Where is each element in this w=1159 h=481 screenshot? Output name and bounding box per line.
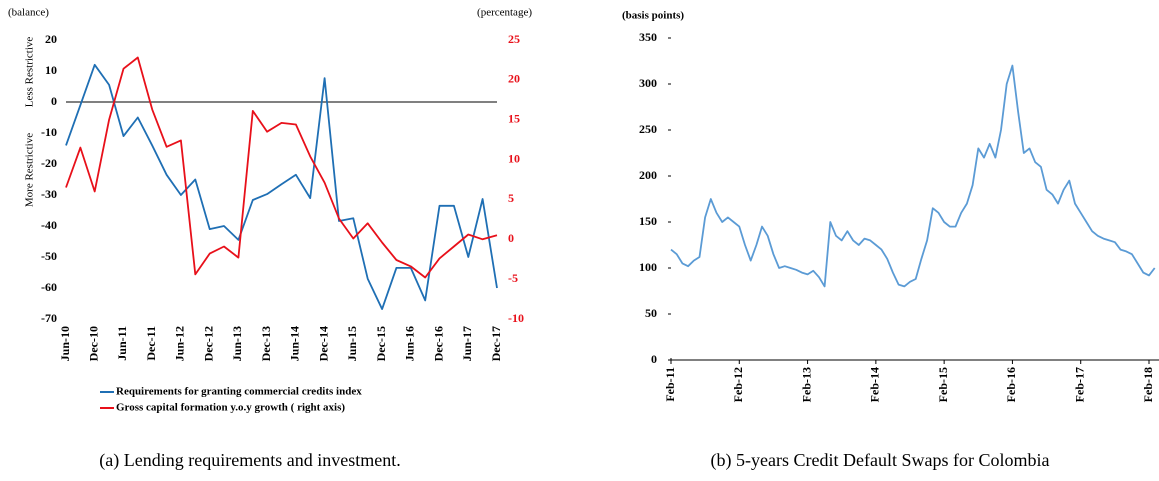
y-tick-label: 100 <box>639 260 657 274</box>
y2-tick-label: 10 <box>508 151 520 165</box>
y2-tick-label: -10 <box>508 311 524 325</box>
y2-tick-label: 0 <box>508 231 514 245</box>
y-tick-label: 0 <box>651 352 657 366</box>
x-tick-label: Dec-10 <box>86 326 100 361</box>
x-tick-label: Dec-16 <box>431 326 445 361</box>
series-line <box>65 56 498 279</box>
y-tick-label: 10 <box>45 63 57 77</box>
y2-axis-label: (percentage) <box>477 7 532 19</box>
y-tick-label: 300 <box>639 76 657 90</box>
x-tick-label: Dec-12 <box>201 326 215 361</box>
x-tick-label: Feb-12 <box>731 367 745 402</box>
y2-tick-label: 25 <box>508 32 520 46</box>
x-tick-label: Dec-15 <box>374 326 388 361</box>
x-tick-label: Jun-16 <box>403 326 417 361</box>
x-tick-label: Feb-18 <box>1141 367 1155 402</box>
y-tick-label: 50 <box>645 306 657 320</box>
x-tick-label: Feb-11 <box>663 367 677 402</box>
y-tick-label: -30 <box>41 187 57 201</box>
y2-tick-label: 5 <box>508 191 514 205</box>
y-tick-label: 350 <box>639 30 657 44</box>
x-tick-label: Jun-14 <box>288 326 302 361</box>
x-tick-label: Jun-11 <box>115 326 129 361</box>
x-tick-label: Feb-13 <box>799 367 813 402</box>
caption: (a) Lending requirements and investment. <box>99 450 400 471</box>
x-tick-label: Jun-12 <box>173 326 187 361</box>
y-axis-label: (basis points) <box>622 10 684 22</box>
series-line <box>65 63 498 310</box>
y-tick-label: -40 <box>41 218 57 232</box>
legend-label: Gross capital formation y.o.y growth ( r… <box>116 402 345 414</box>
y-tick-label: 250 <box>639 122 657 136</box>
x-tick-label: Dec-17 <box>489 326 503 361</box>
x-tick-label: Dec-14 <box>316 326 330 361</box>
legend-label: Requirements for granting commercial cre… <box>116 386 362 398</box>
x-tick-label: Feb-16 <box>1004 367 1018 402</box>
y-tick-label: 200 <box>639 168 657 182</box>
caption: (b) 5-years Credit Default Swaps for Col… <box>711 450 1050 471</box>
x-tick-label: Dec-11 <box>144 326 158 361</box>
x-tick-label: Dec-13 <box>259 326 273 361</box>
y-tick-label: -20 <box>41 156 57 170</box>
y-tick-label: -60 <box>41 280 57 294</box>
y2-tick-label: 20 <box>508 72 520 86</box>
series-line <box>670 64 1156 288</box>
y-tick-label: 0 <box>51 94 57 108</box>
x-tick-label: Jun-13 <box>230 326 244 361</box>
y2-tick-label: -5 <box>508 271 518 285</box>
x-tick-label: Feb-17 <box>1072 367 1086 402</box>
y-tick-label: -10 <box>41 125 57 139</box>
x-tick-label: Jun-15 <box>345 326 359 361</box>
y-tick-label: 150 <box>639 214 657 228</box>
x-tick-label: Jun-17 <box>460 326 474 361</box>
x-tick-label: Feb-14 <box>868 367 882 402</box>
y-tick-label: 20 <box>45 32 57 46</box>
y-tick-label: -50 <box>41 249 57 263</box>
annotation: More Restrictive <box>24 133 36 207</box>
x-tick-label: Feb-15 <box>936 367 950 402</box>
x-tick-label: Jun-10 <box>58 326 72 361</box>
annotation: Less Restrictive <box>24 37 36 108</box>
y2-tick-label: 15 <box>508 111 520 125</box>
y-tick-label: -70 <box>41 311 57 325</box>
y-axis-label: (balance) <box>8 7 49 19</box>
